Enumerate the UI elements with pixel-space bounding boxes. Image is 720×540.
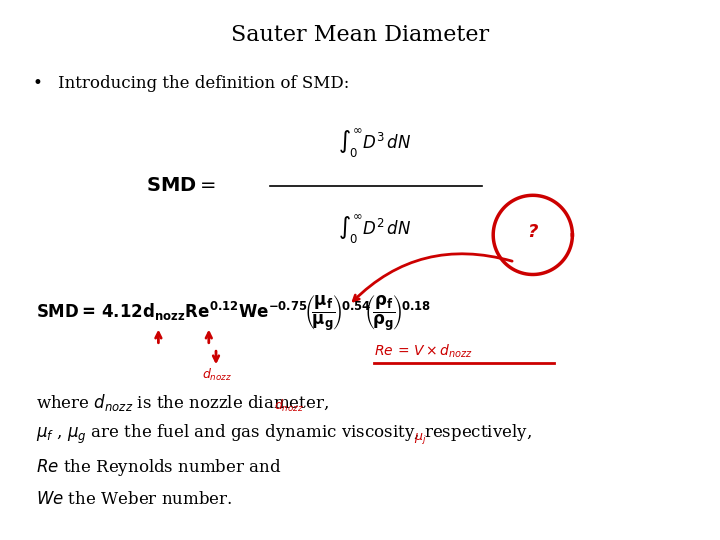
Text: Sauter Mean Diameter: Sauter Mean Diameter — [231, 24, 489, 46]
Text: $\int_0^{\infty} D^2\,\mathit{d}N$: $\int_0^{\infty} D^2\,\mathit{d}N$ — [338, 213, 411, 246]
Text: $\mu_f$ , $\mu_g$ are the fuel and gas dynamic viscosity, respectively,: $\mu_f$ , $\mu_g$ are the fuel and gas d… — [36, 423, 532, 446]
Text: $\mathbf{SMD{=}\,4.12d_{nozz}Re^{0.12}We^{-0.75}\!\left(\!\dfrac{\mu_f}{\mu_g}\!: $\mathbf{SMD{=}\,4.12d_{nozz}Re^{0.12}We… — [36, 294, 431, 333]
Text: $\int_0^{\infty} D^3\,\mathit{d}N$: $\int_0^{\infty} D^3\,\mathit{d}N$ — [338, 126, 411, 160]
Text: $\mathit{d_{nozz}}$: $\mathit{d_{nozz}}$ — [202, 367, 232, 383]
Text: $\mathbf{SMD} =$: $\mathbf{SMD} =$ — [146, 177, 216, 195]
Text: Introducing the definition of SMD:: Introducing the definition of SMD: — [58, 75, 349, 92]
Text: $\mathit{d_{nozz}}$: $\mathit{d_{nozz}}$ — [274, 398, 304, 414]
Text: where $d_{nozz}$ is the nozzle diameter,: where $d_{nozz}$ is the nozzle diameter, — [36, 392, 329, 413]
Text: $Re$ the Reynolds number and: $Re$ the Reynolds number and — [36, 457, 282, 477]
Text: ?: ? — [528, 223, 538, 241]
Text: $We$ the Weber number.: $We$ the Weber number. — [36, 491, 233, 508]
Text: $\mathit{\mu_j}$: $\mathit{\mu_j}$ — [414, 431, 426, 446]
Text: $\mathit{Re}\,{=}\,V\,{\times}\,d_{nozz}$: $\mathit{Re}\,{=}\,V\,{\times}\,d_{nozz}… — [374, 342, 473, 360]
Text: •: • — [32, 75, 42, 92]
